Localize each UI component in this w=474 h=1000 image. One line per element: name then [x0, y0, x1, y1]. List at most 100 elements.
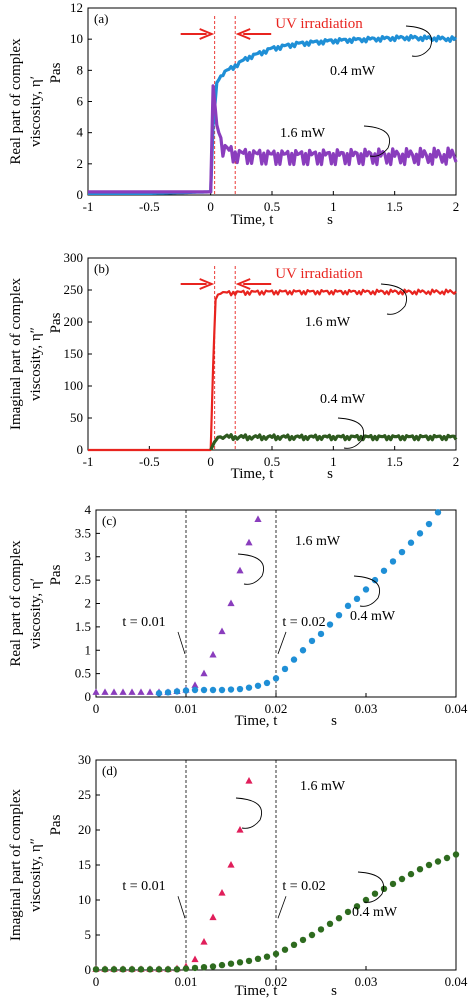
y-axis-title-line2: viscosity, η′: [28, 578, 44, 649]
series-label: 1.6 mW: [305, 315, 351, 330]
x-tick-label: 0.01: [175, 974, 198, 989]
data-point: [245, 684, 253, 691]
y-tick-label: 0: [77, 442, 84, 457]
data-point: [398, 548, 406, 556]
series-label: 1.6 mW: [295, 534, 341, 549]
label-leader-line: [177, 896, 186, 919]
data-point: [416, 866, 424, 873]
data-point: [263, 679, 271, 687]
label-bracket-icon: [353, 575, 380, 607]
y-tick-label: 30: [78, 752, 91, 767]
data-point: [362, 896, 370, 904]
data-point: [209, 963, 217, 970]
data-point: [326, 920, 334, 927]
data-point: [200, 686, 208, 694]
data-point: [272, 675, 280, 682]
uv-arrow-left-icon: [235, 278, 272, 290]
data-point: [281, 665, 289, 673]
y-tick-label: 3: [85, 549, 92, 564]
label-leader-line: [277, 631, 287, 655]
x-tick-label: 0.5: [264, 199, 280, 214]
x-axis-unit: s: [327, 466, 333, 482]
label-leader-line: [277, 896, 287, 919]
x-tick-label: -0.5: [139, 199, 160, 214]
y-tick-label: 8: [77, 62, 84, 77]
y-tick-label: 20: [78, 822, 91, 837]
data-point: [335, 611, 343, 619]
data-point: [155, 690, 163, 697]
data-point: [245, 538, 253, 546]
series-line: [209, 433, 458, 451]
data-point: [164, 689, 172, 696]
data-point: [272, 950, 280, 958]
data-point: [227, 861, 235, 868]
series-line: [88, 34, 458, 195]
data-point: [173, 688, 181, 695]
data-point: [128, 688, 136, 695]
x-tick-label: 0.04: [445, 974, 468, 989]
x-axis-unit: s: [327, 212, 333, 228]
x-tick-label: 1.5: [387, 199, 403, 214]
uv-irradiation-label: UV irradiation: [275, 16, 363, 32]
data-point: [371, 576, 379, 584]
chart-panel-4: 0 5 10 15 20 25 30 0 0.01 0.02 0.03 0.04 Time, t s Ima…: [8, 752, 468, 999]
y-axis-title-line1: Imaginal part of complex: [8, 277, 24, 430]
data-point: [245, 777, 253, 784]
data-point: [191, 955, 199, 963]
data-point: [371, 890, 379, 897]
y-axis-title-line1: Real part of complex: [8, 38, 24, 165]
data-point: [209, 686, 217, 694]
y-tick-label: 4: [85, 502, 92, 517]
data-point: [209, 650, 217, 658]
data-point: [218, 889, 226, 896]
series-line: [88, 84, 458, 194]
y-tick-label: 0: [85, 962, 92, 977]
data-point: [380, 567, 388, 574]
uv-irradiation-label: UV irradiation: [275, 266, 363, 282]
y-tick-label: 12: [70, 0, 83, 15]
data-point: [191, 681, 199, 688]
x-tick-label: 0.5: [264, 454, 280, 469]
panel-tag: (c): [102, 513, 116, 528]
data-point: [92, 688, 100, 695]
x-tick-label: 0.01: [175, 701, 198, 716]
data-point: [110, 688, 118, 695]
uv-arrow-right-icon: [180, 28, 215, 40]
x-axis-title: Time, t: [235, 713, 279, 729]
series-1.6-mw: [88, 84, 458, 194]
y-tick-label: 300: [64, 250, 84, 265]
y-tick-label: 2: [85, 596, 92, 611]
label-bracket-icon: [363, 125, 390, 157]
series-label: 0.4 mW: [320, 392, 366, 407]
data-point: [326, 621, 334, 628]
y-tick-label: 2: [77, 156, 84, 171]
data-point: [281, 946, 289, 953]
y-tick-label: 10: [78, 892, 91, 907]
reference-vline-label: t = 0.01: [122, 879, 165, 894]
x-tick-label: 0: [93, 701, 100, 716]
data-point: [425, 861, 433, 869]
x-axis-unit: s: [331, 983, 337, 999]
data-point: [101, 966, 109, 973]
data-point: [344, 908, 352, 916]
data-point: [227, 686, 235, 693]
x-axis-title: Time, t: [231, 212, 275, 228]
y-tick-label: 6: [77, 94, 84, 109]
data-point: [245, 957, 253, 965]
data-point: [263, 953, 271, 960]
data-point: [119, 966, 127, 973]
y-tick-label: 4: [77, 125, 84, 140]
data-point: [227, 599, 235, 607]
data-point: [254, 682, 262, 689]
y-tick-label: 0: [85, 689, 92, 704]
data-point: [92, 966, 100, 973]
data-point: [236, 685, 244, 693]
x-tick-label: 2: [453, 199, 460, 214]
y-axis-unit: Pas: [48, 312, 64, 333]
data-point: [164, 966, 172, 973]
panel-tag: (d): [102, 763, 117, 778]
reference-vline-label: t = 0.02: [282, 615, 325, 630]
data-point: [236, 826, 244, 833]
data-point: [200, 669, 208, 677]
